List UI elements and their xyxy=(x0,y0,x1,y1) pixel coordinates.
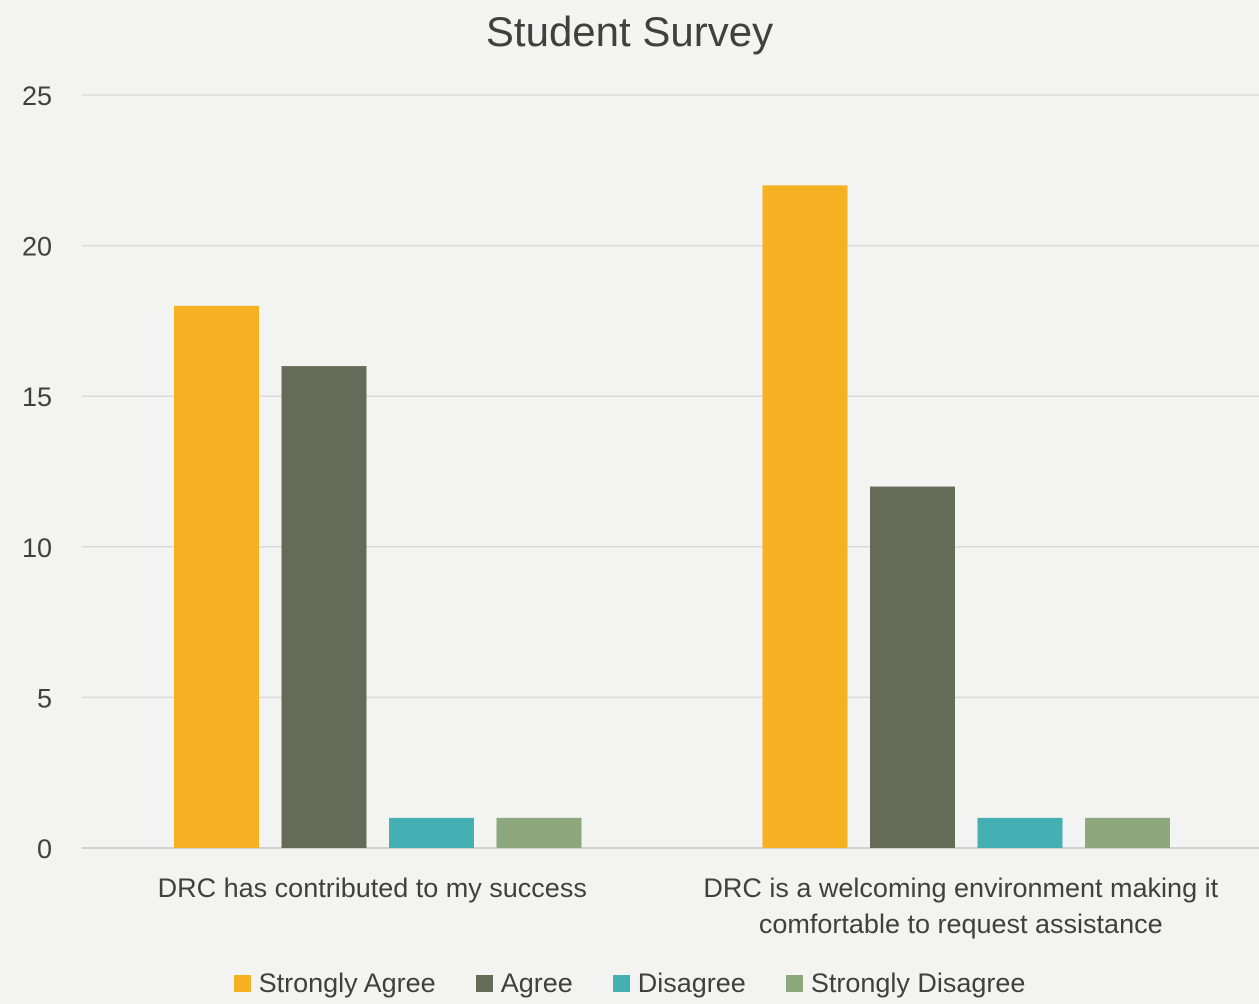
legend-swatch xyxy=(475,975,493,992)
y-tick-label: 0 xyxy=(37,834,52,864)
legend-swatch xyxy=(785,975,803,992)
legend-swatch xyxy=(612,975,630,992)
legend-item: Strongly Agree xyxy=(233,968,436,999)
x-category-label-line: comfortable to request assistance xyxy=(759,909,1163,939)
bar xyxy=(174,305,259,849)
bar xyxy=(496,817,582,848)
y-tick-label: 15 xyxy=(22,382,52,412)
legend-label: Agree xyxy=(500,968,573,998)
legend-item: Disagree xyxy=(612,968,746,999)
bar xyxy=(762,185,848,849)
bar xyxy=(389,817,474,848)
y-tick-label: 20 xyxy=(22,232,52,262)
x-category-label-line: DRC has contributed to my success xyxy=(158,873,587,903)
bar xyxy=(977,817,1063,848)
y-tick-label: 25 xyxy=(22,81,52,111)
x-category-label-line: DRC is a welcoming environment making it xyxy=(703,873,1218,903)
legend-label: Strongly Agree xyxy=(258,968,436,998)
y-tick-label: 10 xyxy=(22,533,52,563)
x-category-label: DRC is a welcoming environment making it… xyxy=(703,873,1218,939)
legend-label: Strongly Disagree xyxy=(810,968,1026,998)
bar xyxy=(870,486,955,848)
legend-swatch xyxy=(233,975,251,992)
y-tick-label: 5 xyxy=(37,683,52,713)
legend-item: Agree xyxy=(475,968,573,999)
x-category-label: DRC has contributed to my success xyxy=(158,873,587,903)
bar xyxy=(281,366,367,848)
legend-label: Disagree xyxy=(637,968,746,998)
legend-item: Strongly Disagree xyxy=(785,968,1026,999)
bar xyxy=(1085,817,1170,848)
legend: Strongly Agree Agree Disagree Strongly Disa… xyxy=(0,968,1259,999)
chart-title: Student Survey xyxy=(485,8,774,55)
